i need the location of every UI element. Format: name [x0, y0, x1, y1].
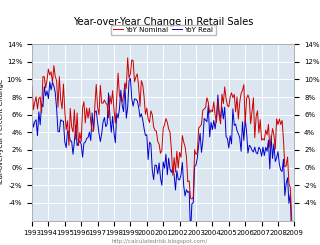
- YoY Nominal: [140, 79, 143, 82]
- YoY Real: [30, 116, 34, 119]
- YoY Real: [137, 105, 140, 108]
- YoY Real: [291, 239, 295, 242]
- YoY Real: [196, 156, 199, 159]
- YoY Nominal: [30, 85, 34, 88]
- Legend: YoY Nominal, YoY Real: YoY Nominal, YoY Real: [111, 25, 216, 35]
- YoY Real: [163, 167, 166, 170]
- YoY Real: [61, 120, 65, 123]
- YoY Real: [180, 161, 184, 164]
- YoY Nominal: [126, 56, 130, 59]
- Text: http://calculatedrisk.blogspot.com/: http://calculatedrisk.blogspot.com/: [112, 239, 208, 244]
- YoY Nominal: [196, 151, 199, 154]
- YoY Nominal: [163, 123, 166, 126]
- Y-axis label: Year-over-year Percent Change: Year-over-year Percent Change: [0, 79, 4, 186]
- YoY Nominal: [61, 83, 65, 86]
- Line: YoY Nominal: YoY Nominal: [32, 58, 293, 245]
- Title: Year-over-Year Change in Retail Sales: Year-over-Year Change in Retail Sales: [73, 17, 253, 27]
- YoY Real: [140, 112, 143, 115]
- YoY Nominal: [180, 134, 184, 137]
- Line: YoY Real: YoY Real: [32, 78, 293, 240]
- YoY Real: [129, 77, 132, 80]
- YoY Nominal: [137, 85, 140, 87]
